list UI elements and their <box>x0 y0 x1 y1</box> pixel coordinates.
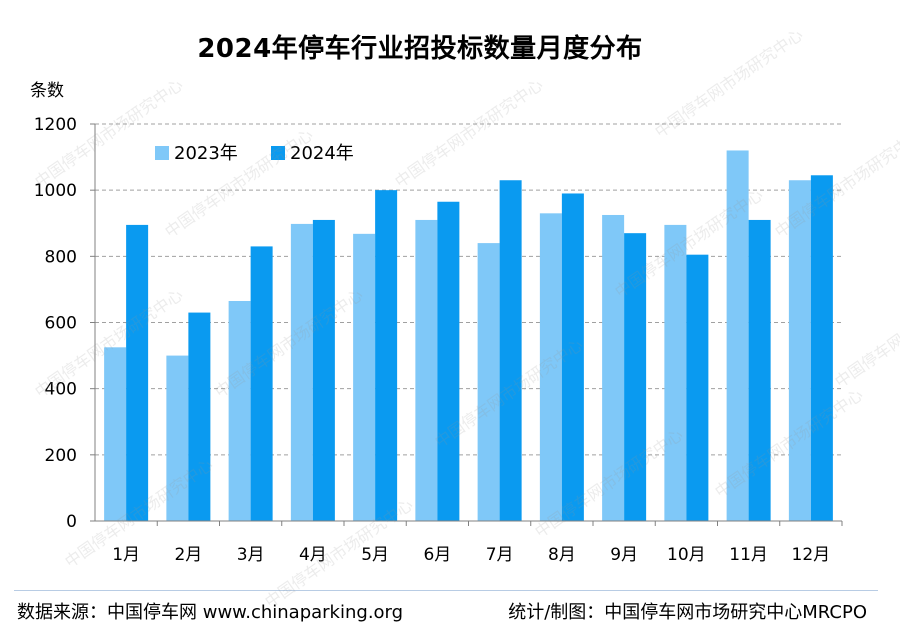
bar-2023年-5月 <box>353 233 376 521</box>
y-tick-label: 1000 <box>34 181 77 201</box>
x-tick-label: 3月 <box>237 545 265 565</box>
bar-2024年-8月 <box>561 193 584 521</box>
x-tick-label: 6月 <box>423 545 451 565</box>
footer-divider <box>14 590 878 591</box>
bars <box>104 150 833 522</box>
y-tick-label: 200 <box>45 446 77 466</box>
bar-chart: 0 200 400 600 800 1000 1200 1月 2月 3月 4月 5月 6月 7月 8月 9月… <box>34 115 843 565</box>
bar-2024年-2月 <box>188 312 211 521</box>
bar-2024年-7月 <box>499 180 522 521</box>
x-tick-label: 11月 <box>729 545 768 565</box>
bar-2023年-11月 <box>726 150 749 521</box>
bar-2023年-4月 <box>290 223 313 521</box>
bar-2023年-9月 <box>602 214 625 521</box>
y-tick-label: 800 <box>45 247 77 267</box>
chart-credit: 统计/制图：中国停车网市场研究中心MRCPO <box>508 602 867 623</box>
legend: 2023年 2024年 <box>155 143 354 164</box>
legend-swatch-2024年 <box>271 146 285 160</box>
y-tick-label: 1200 <box>34 115 77 135</box>
bar-2023年-8月 <box>539 213 562 521</box>
bar-2024年-4月 <box>312 219 335 522</box>
x-tick-label: 10月 <box>667 545 706 565</box>
bar-2023年-12月 <box>788 180 811 521</box>
bar-2024年-10月 <box>686 254 709 521</box>
bar-2024年-9月 <box>624 233 647 522</box>
bar-2024年-3月 <box>250 246 273 522</box>
x-tick-label: 8月 <box>548 545 576 565</box>
x-tick-labels: 1月 2月 3月 4月 5月 6月 7月 8月 9月 10月 11月 12月 <box>112 545 830 565</box>
legend-label: 2023年 <box>174 143 238 164</box>
x-tick-label: 5月 <box>361 545 389 565</box>
legend-label: 2024年 <box>290 143 354 164</box>
legend-swatch-2023年 <box>155 146 169 160</box>
y-axis-label: 条数 <box>30 81 64 101</box>
x-tick-label: 4月 <box>299 545 327 565</box>
gridlines <box>90 123 842 522</box>
chart-title: 2024年停车行业招投标数量月度分布 <box>197 34 643 64</box>
x-tick-label: 9月 <box>610 545 638 565</box>
bar-2024年-12月 <box>810 175 833 521</box>
bar-2024年-6月 <box>437 201 460 521</box>
x-tick-label: 7月 <box>486 545 514 565</box>
x-tick-label: 1月 <box>112 545 140 565</box>
bar-2024年-5月 <box>375 190 398 521</box>
x-tick-label: 2月 <box>174 545 202 565</box>
x-tick-label: 12月 <box>792 545 831 565</box>
y-tick-label: 0 <box>66 512 77 532</box>
bar-2024年-11月 <box>748 219 771 522</box>
bar-2023年-3月 <box>228 300 251 521</box>
y-tick-label: 400 <box>45 380 77 400</box>
y-tick-labels: 0 200 400 600 800 1000 1200 <box>34 115 77 532</box>
bar-2023年-2月 <box>166 355 189 521</box>
y-tick-label: 600 <box>45 314 77 334</box>
bar-2023年-1月 <box>104 347 127 521</box>
bar-2023年-10月 <box>664 224 687 521</box>
data-source: 数据来源：中国停车网 www.chinaparking.org <box>17 602 404 623</box>
bar-2023年-6月 <box>415 219 438 522</box>
bar-2023年-7月 <box>477 243 500 521</box>
bar-2024年-1月 <box>126 224 149 521</box>
axes <box>94 124 843 526</box>
